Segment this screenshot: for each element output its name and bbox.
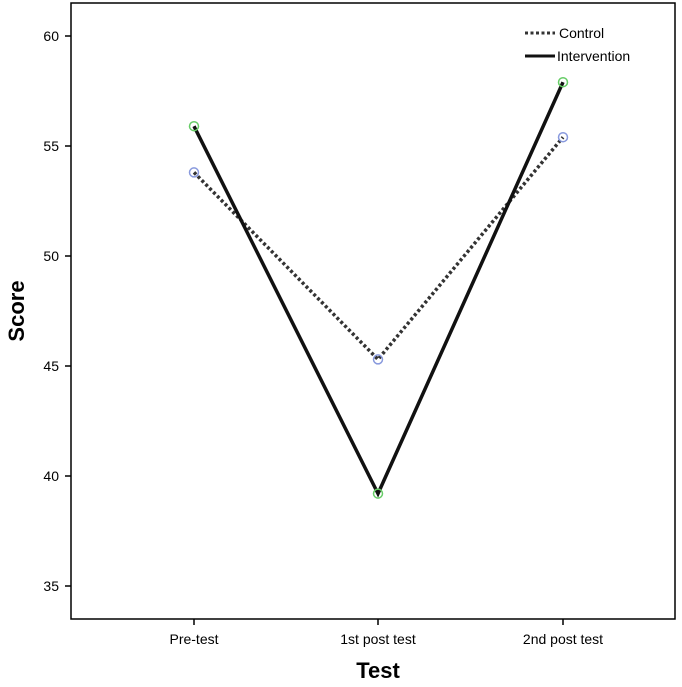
legend: Control Intervention [525, 25, 630, 64]
y-tick-label: 60 [43, 28, 59, 44]
data-point-intervention [557, 76, 569, 88]
series-line-intervention [192, 81, 565, 498]
data-point-control [188, 167, 200, 178]
y-axis-title: Score [4, 280, 29, 341]
x-tick-label: 2nd post test [523, 631, 603, 647]
series-points [188, 76, 569, 499]
legend-control-label: Control [559, 25, 604, 41]
y-tick-label: 35 [43, 578, 59, 594]
y-axis-ticks: 35 40 45 50 55 60 [43, 28, 71, 594]
data-point-intervention [372, 488, 384, 499]
data-point-intervention [188, 120, 200, 132]
x-axis-title: Test [356, 658, 400, 683]
data-point-control [557, 131, 569, 143]
y-tick-label: 50 [43, 248, 59, 264]
x-axis-ticks: Pre-test 1st post test 2nd post test [169, 619, 603, 647]
data-point-control [372, 354, 384, 365]
x-tick-label: Pre-test [169, 631, 218, 647]
y-tick-label: 55 [43, 138, 59, 154]
legend-intervention-label: Intervention [557, 48, 630, 64]
x-tick-label: 1st post test [340, 631, 416, 647]
y-tick-label: 45 [43, 358, 59, 374]
series-lines [192, 81, 565, 498]
plot-area-frame [70, 2, 676, 620]
y-tick-label: 40 [43, 468, 59, 484]
series-line-control [192, 136, 565, 363]
